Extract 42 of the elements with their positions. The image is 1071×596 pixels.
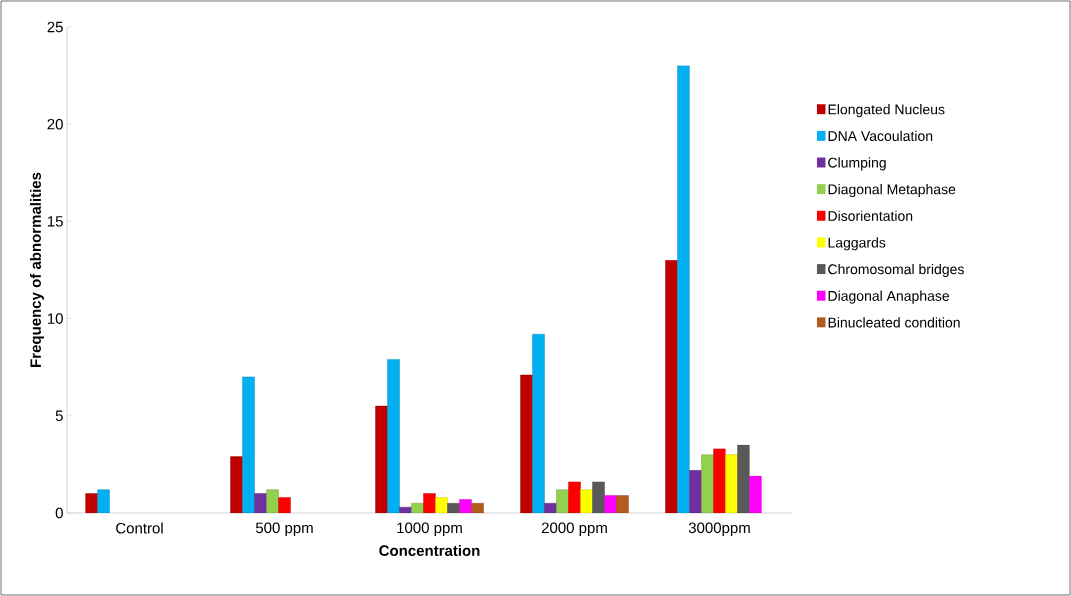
x-tick-label: 3000ppm [688,522,750,537]
y-tick-label: 10 [47,313,63,324]
bar [677,65,690,513]
legend-label: DNA Vacoulation [828,130,933,142]
x-tick-label: 2000 ppm [541,522,607,537]
bar [580,489,593,513]
bar [616,495,629,513]
bar [713,448,726,513]
bar [520,374,533,513]
bar [604,495,617,513]
bar [447,503,460,513]
legend-label: Binucleated condition [828,317,960,328]
bar [471,503,484,513]
y-tick-label: 0 [55,507,63,519]
y-tick-label: 5 [55,410,63,422]
legend-label: Diagonal Metaphase [828,184,956,198]
bar [242,376,255,513]
y-axis-title: Frequency of abnormalities [29,172,44,367]
bar [435,497,448,513]
bar [375,405,388,513]
x-tick-label: 1000 ppm [397,522,462,537]
x-tick-label: Control [116,522,163,534]
bar [459,499,472,513]
y-tick-label: 15 [47,216,63,227]
x-axis-title: Concentration [379,544,480,556]
bar [737,444,750,513]
legend-label: Disorientation [828,210,913,221]
y-tick-label: 25 [47,21,63,33]
bar [665,260,678,513]
bar [725,454,738,513]
legend-label: Chromosomal bridges [828,263,964,277]
bar [532,333,545,513]
x-tick-label: 500 ppm [255,522,313,537]
legend-label: Diagonal Anaphase [828,290,950,304]
y-tick-label: 20 [47,118,63,130]
bar [592,481,605,513]
bar [749,475,762,513]
bar [701,454,714,513]
legend-label: Clumping [828,157,886,171]
legend-label: Elongated Nucleus [828,104,945,118]
legend-label: Laggards [828,237,886,251]
bar [387,359,400,513]
